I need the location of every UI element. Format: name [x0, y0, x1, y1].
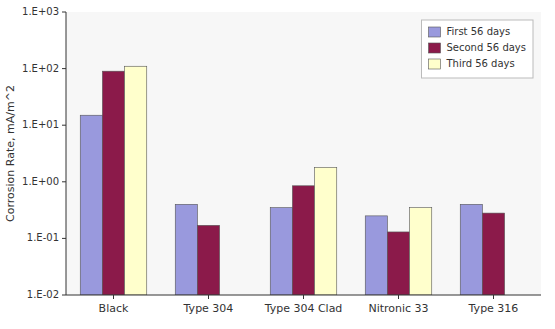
bar	[410, 208, 432, 295]
legend-label: Second 56 days	[447, 42, 527, 53]
bar	[460, 204, 482, 295]
x-tick-label: Type 304 Clad	[264, 302, 343, 315]
x-tick	[398, 295, 399, 299]
bar	[482, 213, 504, 295]
bar	[80, 115, 102, 295]
y-tick	[62, 125, 66, 126]
x-tick-label: Type 316	[468, 302, 519, 315]
bar	[270, 208, 292, 295]
legend-swatch	[429, 59, 441, 69]
y-tick-label: 1.E+00	[22, 176, 59, 187]
y-tick	[62, 295, 66, 296]
x-tick-label: Nitronic 33	[368, 302, 428, 315]
x-tick	[208, 295, 209, 299]
bars	[80, 66, 504, 295]
bar	[365, 216, 387, 295]
bar	[125, 66, 147, 295]
bar	[292, 186, 314, 295]
x-tick	[113, 295, 114, 299]
legend-label: Third 56 days	[446, 58, 515, 69]
bar	[175, 204, 197, 295]
y-tick-label: 1.E+03	[22, 6, 59, 17]
plot-area	[66, 12, 541, 295]
bar	[387, 232, 409, 295]
y-tick-label: 1.E-01	[27, 232, 59, 243]
x-tick-label: Type 304	[183, 302, 234, 315]
y-axis-line	[66, 12, 67, 295]
y-tick-label: 1.E-02	[27, 289, 59, 300]
x-tick	[303, 295, 304, 299]
legend: First 56 days Second 56 days Third 56 days	[429, 26, 527, 69]
x-tick	[493, 295, 494, 299]
x-tick-label: Black	[99, 302, 129, 315]
bar	[315, 167, 337, 295]
bar	[197, 225, 219, 295]
y-tick	[62, 181, 66, 182]
legend-swatch	[429, 27, 441, 37]
legend-box	[422, 20, 534, 78]
y-axis-label: Corrosion Rate, mA/m^2	[4, 85, 17, 222]
y-tick-label: 1.E+01	[22, 119, 59, 130]
y-tick	[62, 12, 66, 13]
y-tick-label: 1.E+02	[22, 63, 59, 74]
y-tick	[62, 68, 66, 69]
bar	[102, 71, 124, 295]
y-tick	[62, 238, 66, 239]
legend-label: First 56 days	[447, 26, 511, 37]
chart: 1.E-02 1.E-01 1.E+00 1.E+01 1.E+02 1.E+03 Blac…	[0, 0, 555, 329]
legend-swatch	[429, 43, 441, 53]
